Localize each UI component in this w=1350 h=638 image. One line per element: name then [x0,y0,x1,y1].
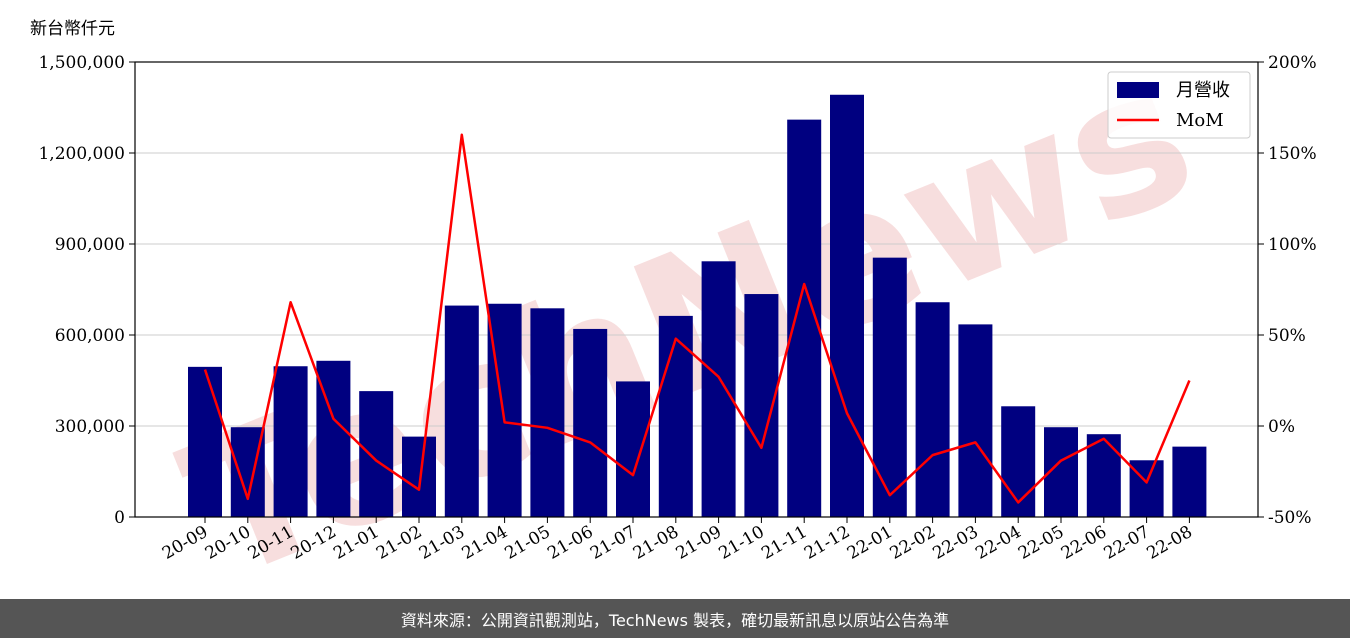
mom-line-series [203,133,1191,504]
bar-series [188,94,1207,517]
legend-bar-label: 月營收 [1176,80,1230,101]
bar-22-02 [915,302,950,517]
x-tick-label: 21-09 [673,522,725,564]
right-axis: -50% 0% 50% 100% 150% 200% [1258,53,1317,528]
legend: 月營收 MoM [1107,71,1251,139]
bar-21-08 [658,315,693,517]
x-tick-label: 21-08 [630,522,682,564]
x-tick-label: 22-04 [972,522,1024,564]
right-tick-label: 50% [1268,326,1306,346]
bar-21-12 [830,94,864,517]
left-tick-label: 600,000 [55,326,125,346]
left-tick-label: 300,000 [55,417,125,437]
footer-bar: 資料來源：公開資訊觀測站，TechNews 製表，確切最新訊息以原站公告為準 [0,599,1350,638]
x-tick-label: 21-06 [544,522,596,564]
x-tick-label: 22-08 [1143,522,1195,564]
bar-21-01 [359,391,394,517]
bar-22-01 [872,257,907,517]
bar-20-09 [188,366,222,517]
footer-source-text: 資料來源：公開資訊觀測站，TechNews 製表，確切最新訊息以原站公告為準 [400,610,950,630]
left-tick-label: 900,000 [55,235,125,255]
right-tick-label: -50% [1268,508,1312,528]
legend-line-label: MoM [1176,110,1224,131]
plot-frame [134,61,1259,518]
bar-20-11 [273,366,308,517]
bar-21-03 [444,305,479,517]
right-tick-label: 200% [1268,53,1317,73]
bar-22-03 [958,324,993,517]
bar-22-08 [1172,446,1207,517]
x-tick-label: 20-09 [159,522,211,564]
bar-22-06 [1086,434,1121,517]
x-tick-label: 22-05 [1015,522,1067,564]
left-tick-label: 1,200,000 [38,144,125,164]
revenue-chart: TechNews 0300,000600,000900,0001,200,000… [38,22,1317,599]
right-tick-label: 100% [1268,235,1317,255]
x-tick-label: 22-02 [887,522,939,564]
bar-21-02 [402,436,436,517]
left-axis: 0 300,000 600,000 900,000 1,200,000 1,500,000 [38,53,135,528]
right-tick-label: 0% [1268,417,1295,437]
left-tick-label: 0 [114,508,125,528]
x-tick-label: 21-11 [758,522,810,564]
y-axis-unit-label: 新台幣仟元 [30,19,115,39]
legend-bar-swatch [1117,82,1159,98]
x-tick-label: 22-03 [929,522,981,564]
x-tick-label: 22-01 [844,522,896,564]
bar-21-06 [573,328,608,517]
bar-21-05 [530,308,565,517]
x-tick-label: 21-05 [501,522,553,564]
bar-21-09 [701,261,736,517]
x-tick-label: 22-06 [1058,522,1110,564]
x-tick-label: 21-12 [801,522,853,564]
mom-line [203,133,1191,504]
bar-21-07 [616,381,650,517]
left-tick-label: 1,500,000 [38,53,125,73]
x-tick-label: 21-10 [715,522,767,564]
right-tick-label: 150% [1268,144,1317,164]
x-tick-label: 21-07 [587,522,639,564]
bar-22-04 [1001,406,1036,517]
x-tick-label: 22-07 [1101,522,1153,564]
